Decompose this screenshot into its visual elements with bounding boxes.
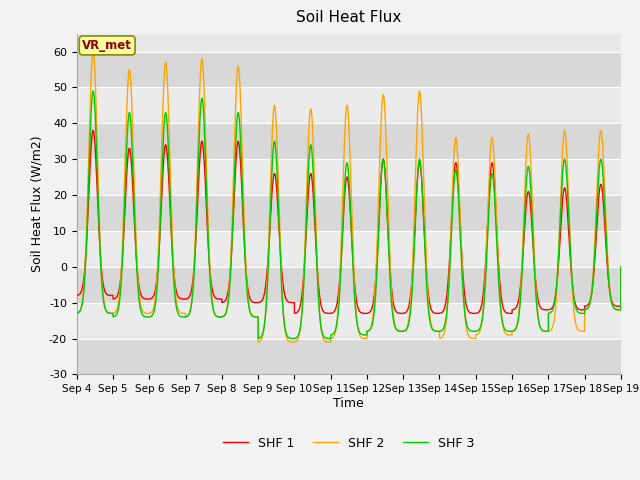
SHF 2 bbox=[73, 310, 81, 316]
SHF 1 bbox=[184, 296, 191, 301]
Bar bbox=[77, 231, 621, 267]
SHF 2 bbox=[424, 291, 432, 297]
SHF 2 bbox=[615, 307, 623, 312]
SHF 3 bbox=[90, 88, 97, 94]
SHF 3 bbox=[615, 307, 623, 312]
SHF 1 bbox=[189, 275, 197, 280]
Bar bbox=[77, 267, 621, 303]
SHF 2 bbox=[276, 249, 284, 255]
SHF 2 bbox=[189, 279, 197, 285]
SHF 3 bbox=[276, 261, 284, 266]
SHF 3 bbox=[501, 327, 509, 333]
SHF 2 bbox=[327, 339, 335, 345]
SHF 1 bbox=[276, 251, 284, 256]
SHF 1 bbox=[73, 292, 81, 298]
SHF 1 bbox=[501, 309, 509, 315]
SHF 2 bbox=[184, 313, 191, 319]
SHF 1 bbox=[615, 303, 623, 309]
Text: VR_met: VR_met bbox=[82, 39, 132, 52]
SHF 3 bbox=[73, 311, 81, 316]
Bar bbox=[77, 338, 621, 374]
SHF 1 bbox=[90, 128, 97, 133]
Line: SHF 3: SHF 3 bbox=[77, 91, 621, 338]
Bar bbox=[77, 303, 621, 338]
SHF 1 bbox=[424, 287, 432, 293]
SHF 1 bbox=[363, 311, 371, 316]
SHF 2 bbox=[617, 264, 625, 270]
SHF 2 bbox=[501, 330, 509, 336]
Bar bbox=[77, 195, 621, 231]
SHF 3 bbox=[189, 284, 197, 290]
Bar bbox=[77, 51, 621, 87]
SHF 2 bbox=[90, 48, 97, 54]
Legend: SHF 1, SHF 2, SHF 3: SHF 1, SHF 2, SHF 3 bbox=[218, 432, 479, 455]
SHF 3 bbox=[184, 313, 191, 319]
X-axis label: Time: Time bbox=[333, 397, 364, 410]
Line: SHF 2: SHF 2 bbox=[77, 51, 621, 342]
Bar bbox=[77, 87, 621, 123]
Y-axis label: Soil Heat Flux (W/m2): Soil Heat Flux (W/m2) bbox=[30, 136, 44, 272]
Bar bbox=[77, 159, 621, 195]
SHF 3 bbox=[327, 336, 335, 341]
SHF 3 bbox=[424, 301, 432, 307]
Line: SHF 1: SHF 1 bbox=[77, 131, 621, 313]
Bar bbox=[77, 123, 621, 159]
SHF 3 bbox=[617, 264, 625, 270]
SHF 1 bbox=[617, 264, 625, 270]
Title: Soil Heat Flux: Soil Heat Flux bbox=[296, 11, 401, 25]
